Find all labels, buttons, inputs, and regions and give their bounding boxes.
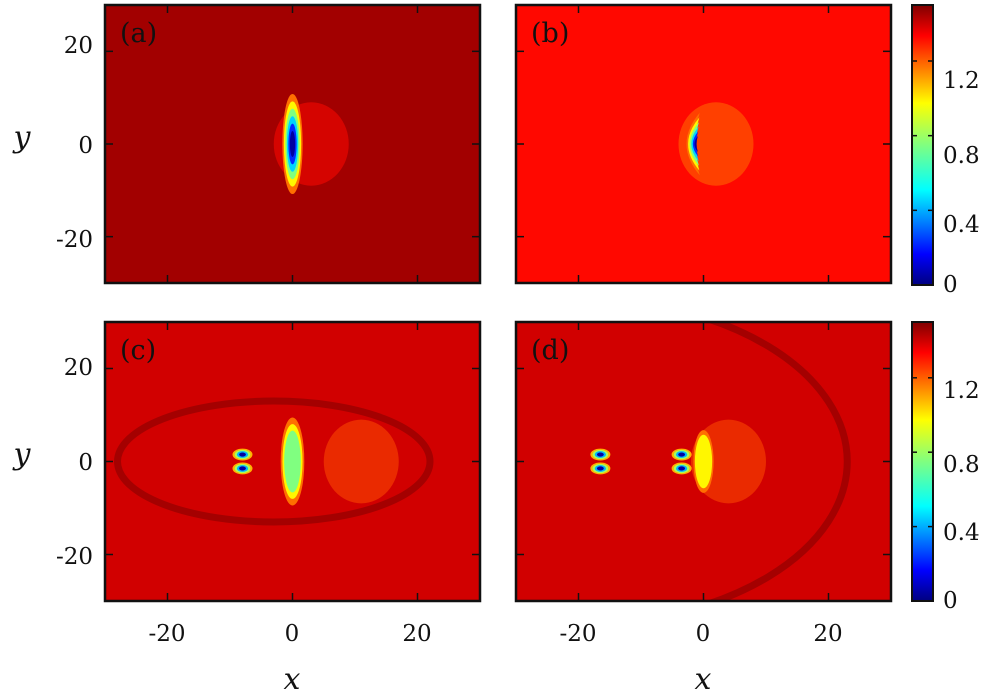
panel-c-ticks [105,322,480,601]
panel-a: (a) 20 0 -20 y [12,3,482,285]
panel-c-xtick-label: -20 [148,621,185,647]
sound-ring [706,322,851,601]
colorbar-bottom-tick-label: 0 [943,588,958,614]
panel-d-field [516,322,891,601]
colorbar-bottom-tick-label: 0.8 [943,452,980,478]
panel-d-xlabel: x [695,662,712,697]
panel-a-field [105,5,480,283]
panel-b: (b) [514,3,893,285]
vortex-core [596,452,604,457]
soliton-band [289,131,296,157]
panel-c-field [105,322,480,601]
vortex-core [596,466,604,471]
panel-c-label: (c) [120,335,156,366]
vortex-core [239,452,246,457]
vortex-core [678,452,686,457]
panel-d-label: (d) [531,335,569,366]
panel-d-xtick-label: 20 [813,621,842,647]
colorbar-bottom-gradient [911,321,934,602]
panel-c-xtick-label: 0 [285,621,300,647]
panel-c-ylabel: y [12,437,32,472]
density-dip [323,419,399,504]
panel-b-ticks [516,5,891,283]
panel-a-ytick-label: 0 [78,133,93,159]
colorbar-bottom-tick-label: 0.4 [943,520,980,546]
panel-c-ytick-label: -20 [56,544,93,570]
panel-d-ticks [516,322,891,601]
colorbar-bottom: 0 0.4 0.8 1.2 [911,321,980,614]
panel-b-label: (b) [531,18,569,49]
vortex-core [678,466,686,471]
panel-c-ytick-label: 0 [78,450,93,476]
panel-a-label: (a) [120,18,157,49]
colorbar-top-tick-label: 0.8 [943,143,980,169]
vortex-core [239,466,246,471]
panel-a-ytick-label: -20 [56,227,93,253]
panel-c: (c) 20 0 -20 y -20 0 20 x [12,320,482,697]
sound-ring [114,397,434,526]
soliton-band [694,434,713,489]
colorbar-bottom-tick-label: 1.2 [943,378,980,404]
panel-a-ytick-label: 20 [64,33,93,59]
soliton-band [694,135,698,153]
panel-a-ticks [105,5,480,283]
colorbar-bottom-ticks [912,377,933,602]
colorbar-top-tick-label: 0.4 [943,212,980,238]
panel-c-xtick-label: 20 [402,621,431,647]
colorbar-top-ticks [912,60,933,286]
panel-c-ytick-label: 20 [64,355,93,381]
colorbar-top-gradient [911,4,934,286]
panel-d-xtick-label: -20 [559,621,596,647]
colorbar-top-tick-label: 0 [943,272,958,298]
panel-b-field [516,5,891,283]
panel-c-xlabel: x [284,662,301,697]
panel-d: (d) -20 0 20 x [514,320,893,697]
panel-d-xtick-label: 0 [696,621,711,647]
panel-a-ylabel: y [12,120,32,155]
colorbar-top-tick-label: 1.2 [943,68,980,94]
colorbar-top: 0 0.4 0.8 1.2 [911,4,980,298]
soliton-band [284,430,301,493]
